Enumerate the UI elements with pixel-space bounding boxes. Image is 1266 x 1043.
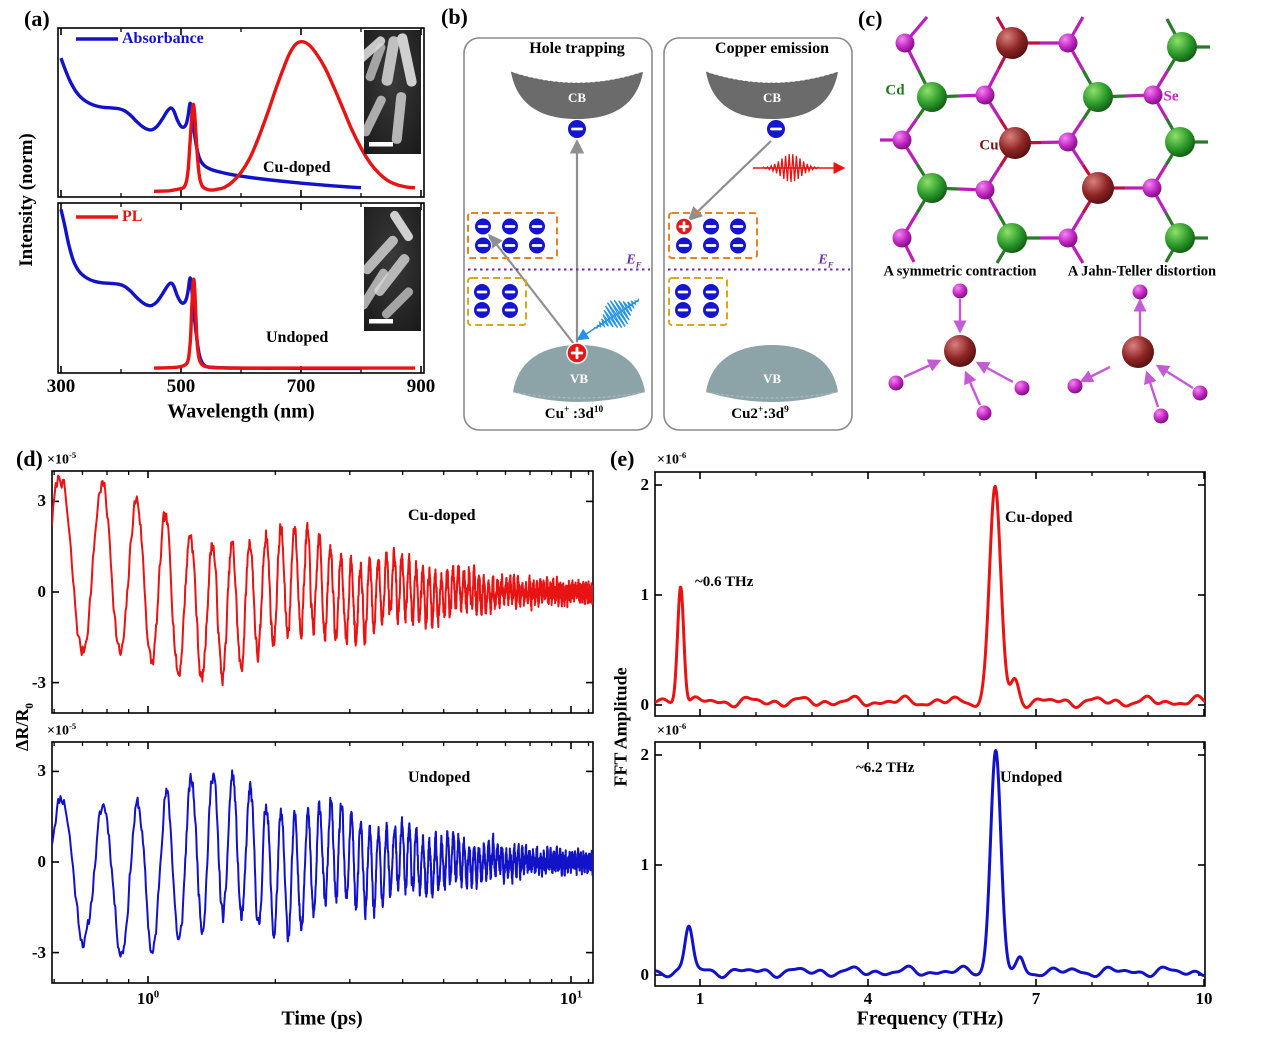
cu-states-box — [668, 212, 758, 259]
ligand-atom-se — [1014, 380, 1030, 396]
panel-a-plot — [57, 27, 425, 374]
atom-cd — [917, 82, 947, 112]
emitted-photon-pulse-icon — [753, 154, 846, 183]
atom-se — [1058, 228, 1078, 248]
copper-emission-diagram — [663, 37, 853, 431]
ligand-atom-se — [952, 283, 968, 299]
atom-se — [1142, 178, 1162, 198]
atom-se — [895, 33, 915, 53]
filled-states-box — [467, 277, 527, 326]
electron-icon — [501, 283, 519, 301]
panel-e-plot — [654, 471, 1206, 717]
tem-inset — [364, 207, 421, 331]
scale-bar — [369, 142, 393, 147]
atom-se — [892, 130, 912, 150]
electron-icon — [702, 217, 720, 236]
electron-icon — [528, 217, 546, 236]
curve-pl — [153, 277, 415, 370]
electron-icon — [729, 236, 747, 255]
atom-cd — [917, 173, 947, 203]
electron-icon — [473, 301, 491, 319]
electron-icon — [674, 283, 692, 301]
oscillation-trace — [52, 474, 593, 687]
atom-cd — [1083, 82, 1113, 112]
electron-icon — [674, 301, 692, 319]
jahn-teller-distortion-diagram — [1067, 284, 1208, 424]
atom-se — [1058, 33, 1078, 53]
atom-cd — [1167, 32, 1197, 62]
ligand-atom-se — [1153, 408, 1169, 424]
electron-icon — [675, 236, 693, 255]
electron-icon — [702, 236, 720, 255]
scale-bar — [369, 319, 393, 324]
atom-cu — [999, 127, 1031, 159]
ligand-atom-se — [888, 375, 904, 391]
atom-se — [975, 180, 995, 200]
fft-trace — [655, 749, 1205, 980]
tem-inset — [364, 30, 421, 154]
center-atom-cu — [944, 335, 976, 367]
ligand-atom-se — [1067, 378, 1083, 394]
panel-d-plot — [51, 741, 594, 984]
atom-cd — [1165, 127, 1195, 157]
ligand-atom-se — [976, 405, 992, 421]
ligand-atom-se — [1132, 284, 1148, 300]
hole-icon — [674, 217, 694, 236]
pump-pulse-icon — [576, 297, 640, 341]
atom-se — [975, 85, 995, 105]
center-atom-cu — [1122, 336, 1154, 368]
electron-icon — [474, 217, 492, 236]
electron-icon — [501, 217, 519, 236]
electron-icon — [473, 283, 491, 301]
crystal-lattice-diagram — [880, 15, 1210, 264]
spectra-curves — [59, 209, 415, 371]
electron-icon — [474, 236, 492, 255]
valence-band-shape — [513, 345, 645, 402]
electron-icon — [528, 236, 546, 255]
electron-icon — [501, 236, 519, 255]
conduction-band-shape — [706, 72, 838, 119]
atom-cd — [1165, 223, 1195, 253]
oscillation-trace — [52, 769, 593, 958]
atom-se — [892, 228, 912, 248]
electron-icon — [702, 283, 720, 301]
hole-trapping-diagram — [463, 37, 653, 431]
symmetric-contraction-diagram — [888, 283, 1030, 421]
curve-pl — [153, 39, 416, 193]
electron-icon — [567, 119, 587, 139]
panel-d-plot — [51, 470, 594, 714]
atom-cu — [996, 27, 1028, 59]
electron-icon — [729, 217, 747, 236]
fft-trace — [655, 484, 1205, 709]
atom-se — [1143, 85, 1163, 105]
curve-absorbance — [59, 209, 361, 371]
atom-se — [1058, 132, 1078, 152]
hole-icon — [566, 342, 588, 364]
filled-states-box — [668, 277, 728, 326]
curve-absorbance — [59, 57, 362, 190]
electron-icon — [766, 119, 786, 139]
electron-icon — [702, 301, 720, 319]
atom-cd — [997, 223, 1027, 253]
conduction-band-shape — [511, 72, 643, 119]
panel-e-plot — [654, 741, 1206, 987]
spectra-curves — [59, 39, 416, 193]
valence-band-shape — [706, 345, 838, 402]
electron-icon — [501, 301, 519, 319]
atom-cu — [1082, 172, 1114, 204]
ligand-atom-se — [1192, 385, 1208, 401]
